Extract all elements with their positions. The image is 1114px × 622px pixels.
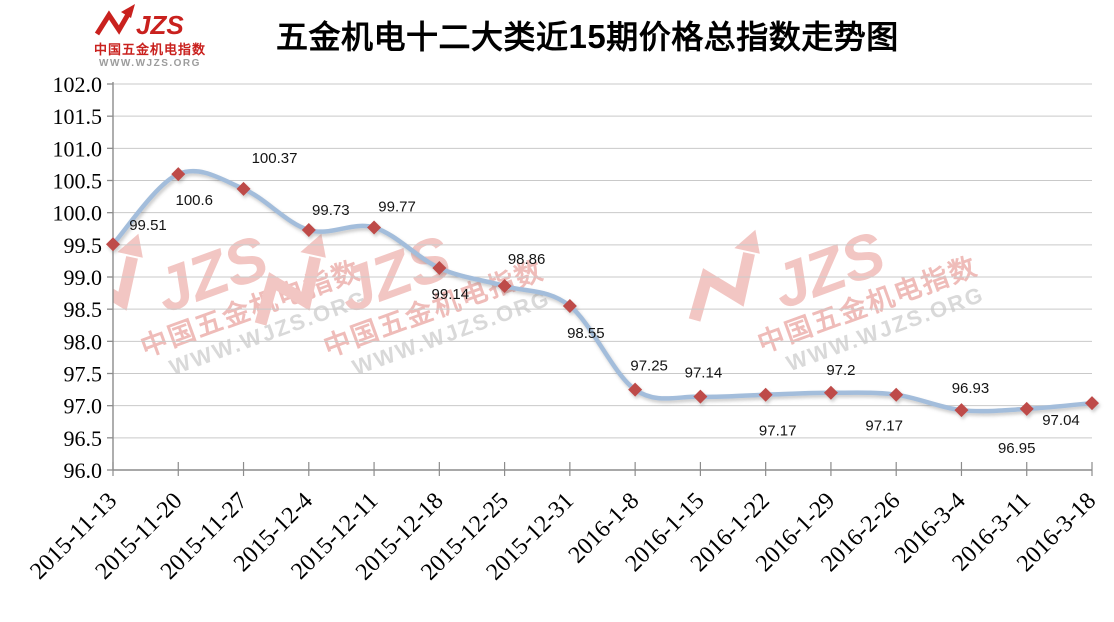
- data-point-label: 99.73: [312, 202, 350, 219]
- data-point-marker: [628, 382, 643, 397]
- y-axis-label: 101.0: [53, 136, 103, 161]
- wjzs-logo-icon: JZS: [94, 4, 184, 40]
- data-point-label: 97.14: [685, 365, 723, 382]
- data-point-label: 99.77: [378, 198, 416, 215]
- y-axis-label: 101.5: [53, 104, 103, 129]
- data-point-marker: [497, 279, 512, 294]
- data-point-label: 97.25: [630, 358, 668, 375]
- data-point-marker: [367, 220, 382, 235]
- y-axis-label: 100.5: [53, 169, 103, 194]
- data-point-label: 99.14: [432, 286, 470, 303]
- data-point-label: 98.86: [508, 251, 546, 268]
- y-axis-label: 98.5: [64, 297, 103, 322]
- y-axis-label: 96.0: [64, 458, 103, 483]
- data-point-label: 97.17: [759, 423, 797, 440]
- data-point-marker: [171, 167, 186, 182]
- data-point-marker: [432, 260, 447, 275]
- y-axis-label: 96.5: [64, 426, 103, 451]
- watermark-zigzag-arrow-icon: [688, 252, 755, 322]
- y-axis-label: 97.5: [64, 362, 103, 387]
- data-point-label: 100.6: [175, 192, 213, 209]
- data-point-label: 96.95: [998, 440, 1036, 457]
- data-point-marker: [758, 387, 773, 402]
- y-axis-label: 99.0: [64, 265, 103, 290]
- watermark-arrowhead-icon: [300, 233, 326, 258]
- data-point-marker: [1085, 396, 1099, 411]
- watermark-arrowhead-icon: [734, 229, 760, 254]
- y-axis-label: 97.0: [64, 394, 103, 419]
- data-point-marker: [693, 389, 708, 404]
- logo-letters: JZS: [136, 10, 184, 40]
- watermark-arrowhead-icon: [117, 233, 143, 258]
- title-number: 15: [568, 18, 607, 55]
- data-point-marker: [954, 403, 969, 418]
- data-point-label: 97.2: [826, 362, 855, 379]
- data-point-label: 96.93: [952, 380, 990, 397]
- y-axis-label: 102.0: [53, 72, 103, 97]
- data-point-marker: [889, 387, 904, 402]
- data-point-label: 99.51: [129, 217, 167, 234]
- logo-zigzag-arrow-icon: [94, 9, 133, 36]
- y-axis-label: 98.0: [64, 329, 103, 354]
- title-suffix: 期价格总指数走势图: [606, 19, 899, 55]
- watermark-zigzag-arrow-icon: [113, 256, 138, 326]
- data-point-marker: [823, 385, 838, 400]
- data-point-marker: [562, 298, 577, 313]
- brand-logo: JZS 中国五金机电指数 WWW.WJZS.ORG: [88, 4, 212, 69]
- data-point-marker: [236, 181, 251, 196]
- series-price-index: [106, 167, 1099, 418]
- y-axis-label: 100.0: [53, 201, 103, 226]
- data-point-label: 100.37: [252, 150, 298, 167]
- brand-url: WWW.WJZS.ORG: [99, 58, 201, 69]
- logo-arrowhead-icon: [121, 4, 135, 18]
- trend-line: [110, 168, 1095, 414]
- page-title: 五金机电十二大类近15期价格总指数走势图: [276, 12, 899, 58]
- data-point-label: 97.04: [1042, 412, 1080, 429]
- data-point-marker: [1019, 401, 1034, 416]
- title-prefix: 五金机电十二大类近: [276, 19, 569, 55]
- data-point-marker: [106, 237, 120, 252]
- data-point-label: 97.17: [865, 418, 903, 435]
- data-point-marker: [301, 223, 316, 238]
- y-axis-label: 99.5: [64, 233, 103, 258]
- data-point-label: 98.55: [567, 325, 605, 342]
- watermark-zigzag-arrow-icon: [254, 256, 321, 326]
- brand-name-cn: 中国五金机电指数: [93, 42, 206, 57]
